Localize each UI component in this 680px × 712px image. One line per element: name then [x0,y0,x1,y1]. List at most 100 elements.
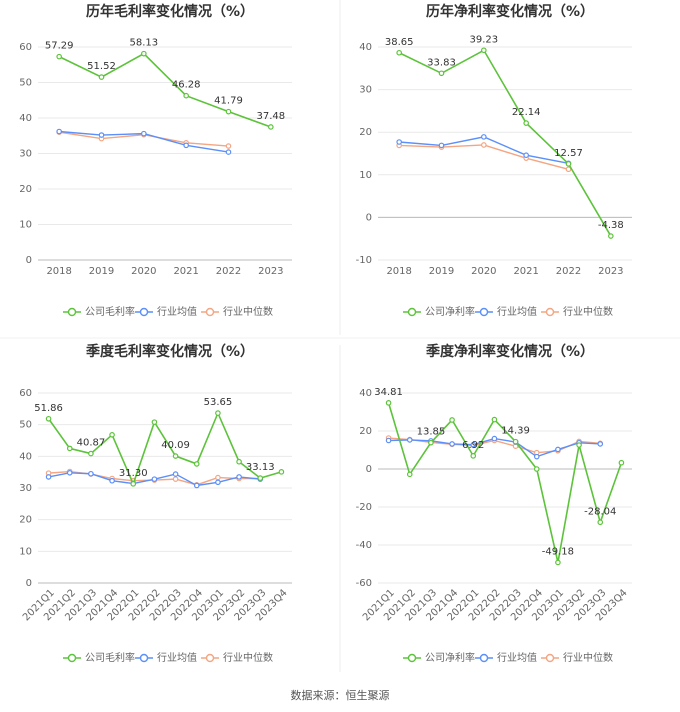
point [555,559,561,566]
value-label: 12.57 [554,148,583,159]
value-label: 14.39 [501,426,530,437]
x-tick-label: 2021 [513,266,538,277]
value-label: 34.81 [374,387,403,398]
series-line [58,52,272,128]
source: 数据来源：恒生聚源 [291,688,390,702]
y-tick-label: 30 [19,149,32,160]
point [576,442,582,448]
point [608,233,614,239]
chart: 季度毛利率变化情况（%）01020304050602021Q12021Q2202… [19,343,292,664]
point [396,139,402,145]
point [236,458,242,465]
point [512,438,519,445]
y-tick-label: 20 [19,184,32,195]
y-tick-label: -60 [356,578,372,589]
series-line [387,402,623,563]
legend-label: 行业均值 [497,305,537,318]
x-tick-label: 2018 [386,266,411,277]
point [56,53,62,60]
value-label: 22.14 [512,107,541,118]
y-tick-label: 0 [366,464,372,475]
point [565,161,572,167]
x-tick-label: 2019 [429,266,454,277]
x-tick-label: 2020 [471,266,496,277]
point [56,128,62,135]
series-line [399,136,569,164]
chart-title: 季度净利率变化情况（%） [425,343,594,360]
y-tick-label: 20 [359,127,372,138]
legend-marker [205,307,215,317]
point [533,453,540,460]
series-line [398,49,612,237]
legend-label: 行业中位数 [563,651,613,664]
y-tick-label: 0 [26,578,32,589]
y-tick-label: -40 [356,540,372,551]
point [236,474,242,480]
value-label: 41.79 [214,96,243,107]
y-tick-label: 10 [19,546,32,557]
point [428,439,434,446]
value-label: 53.65 [204,397,233,408]
y-tick-label: 10 [359,170,372,181]
point [215,410,221,416]
value-label: 38.65 [385,37,414,48]
point [109,432,115,438]
legend-marker [139,653,149,663]
chart-title: 季度毛利率变化情况（%） [85,343,254,360]
y-tick-label: -20 [356,502,372,513]
point [597,519,604,526]
x-tick-label: 2023 [598,266,623,277]
y-tick-label: 0 [366,212,372,223]
value-label: 58.13 [130,38,159,49]
x-tick-label: 2019 [89,266,114,277]
point [225,108,232,115]
value-label: 40.09 [161,440,190,451]
legend-label: 公司净利率 [425,305,475,318]
x-tick-label: 2018 [46,266,71,277]
legend-marker [545,307,555,317]
point [449,441,455,447]
legend-marker [67,307,77,317]
y-tick-label: 40 [359,42,372,53]
point [183,142,189,149]
point [597,441,604,447]
point [151,419,158,425]
value-label: 51.52 [87,61,116,72]
legend-label: 行业均值 [157,305,197,318]
y-tick-label: -10 [356,255,372,266]
value-label: 46.28 [172,80,201,91]
point [172,471,179,477]
point [183,92,189,99]
point [66,445,73,452]
y-tick-label: 20 [19,515,32,526]
value-label: 33.83 [427,57,456,68]
point [565,166,572,173]
legend-label: 行业均值 [157,651,197,664]
point [215,479,221,486]
legend-label: 行业中位数 [223,305,273,318]
value-label: 13.85 [417,427,446,438]
x-tick-label: 2022 [216,266,241,277]
point [533,466,540,472]
value-label: 37.48 [257,111,286,122]
value-label: 39.23 [470,34,499,45]
y-tick-label: 0 [26,255,32,266]
point [618,459,625,466]
point [88,470,94,477]
point [66,470,73,476]
x-tick-label: 2021 [173,266,198,277]
legend-marker [139,307,149,317]
x-tick-label: 2023 [258,266,283,277]
y-tick-label: 50 [19,420,32,431]
y-tick-label: 30 [19,483,32,494]
point [396,49,402,56]
point [385,437,392,444]
value-label: -49.18 [542,546,574,557]
point [88,450,94,457]
value-label: 31.30 [119,468,148,479]
point [98,74,105,80]
value-label: 51.86 [34,403,63,414]
legend-marker [479,307,489,317]
series-line [399,144,569,170]
